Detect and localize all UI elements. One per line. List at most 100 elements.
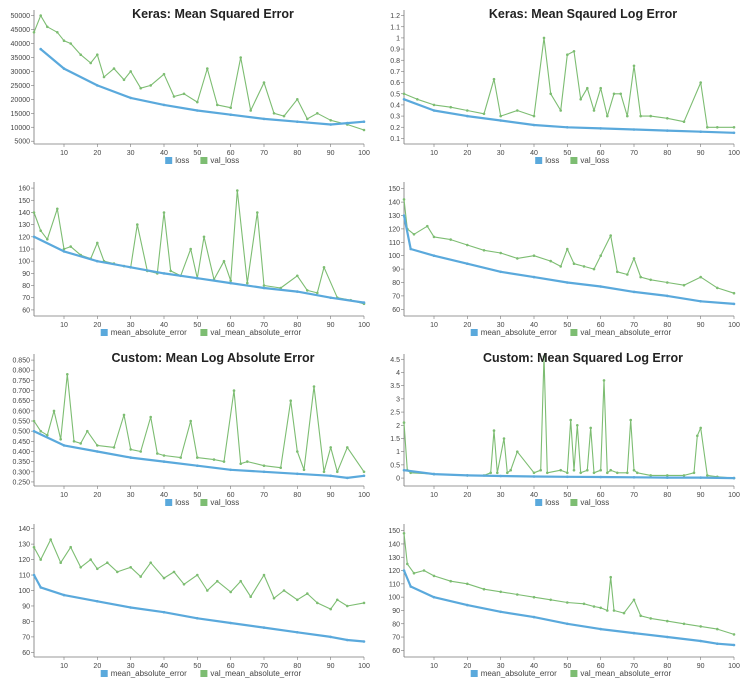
y-tick-label: 10000 — [11, 125, 31, 132]
data-point — [149, 561, 152, 564]
data-point — [329, 635, 333, 639]
y-tick-label: 0.800 — [12, 368, 30, 375]
data-point — [549, 598, 552, 602]
chart-panel-4: 60 70 80 90 100 110 120 130 140 150 10 20 30 40 50 60 70… — [388, 182, 740, 337]
y-tick-label: 0.750 — [12, 378, 30, 385]
data-point — [296, 274, 299, 278]
data-point — [212, 458, 216, 461]
y-tick-label: 1 — [396, 449, 400, 456]
legend-swatch[interactable] — [570, 157, 578, 164]
chart-panel-5: 0.250 0.300 0.350 0.400 0.450 0.500 0.550 0.600… — [12, 351, 370, 507]
legend-label[interactable]: mean_absolute_error — [111, 669, 187, 678]
legend-label[interactable]: loss — [545, 156, 559, 165]
data-point — [62, 444, 66, 447]
legend-swatch[interactable] — [200, 329, 208, 336]
data-point — [432, 472, 436, 476]
x-tick-label: 40 — [160, 150, 168, 157]
data-point — [149, 84, 152, 87]
legend-label[interactable]: val_loss — [580, 156, 609, 165]
legend-label[interactable]: loss — [545, 498, 559, 507]
legend-swatch[interactable] — [470, 329, 478, 336]
legend-swatch[interactable] — [100, 670, 108, 677]
data-point — [362, 301, 366, 304]
legend-swatch[interactable] — [535, 157, 543, 164]
y-tick-label: 80 — [392, 280, 400, 287]
data-point — [222, 460, 226, 463]
y-tick-label: 80 — [392, 621, 400, 628]
data-point — [599, 475, 602, 479]
legend-label[interactable]: loss — [175, 156, 189, 165]
data-point — [699, 476, 702, 479]
chart-panel-7: 60 70 80 90 100 110 120 130 140 10 20 30 40 50 60 70 80 9… — [18, 524, 370, 678]
data-point — [196, 617, 199, 620]
data-point — [32, 31, 36, 34]
y-tick-label: 0.3 — [390, 114, 400, 121]
legend-label[interactable]: val_mean_absolute_error — [210, 669, 301, 678]
x-tick-label: 10 — [60, 150, 68, 157]
legend-label[interactable]: val_loss — [210, 156, 239, 165]
data-point — [62, 247, 66, 251]
data-point — [499, 119, 502, 122]
y-tick-label: 90 — [392, 267, 400, 274]
chart-title: Keras: Mean Squared Error — [132, 7, 294, 21]
legend-label[interactable]: val_loss — [580, 498, 609, 507]
data-point — [666, 635, 669, 639]
x-tick-label: 10 — [430, 322, 438, 329]
legend-label[interactable]: loss — [175, 498, 189, 507]
x-tick-label: 100 — [358, 492, 370, 499]
y-tick-label: 20000 — [11, 97, 31, 104]
data-point — [46, 238, 49, 241]
legend-label[interactable]: val_mean_absolute_error — [580, 328, 671, 337]
data-point — [196, 276, 199, 280]
data-point — [682, 120, 686, 123]
legend-swatch[interactable] — [470, 670, 478, 677]
data-point — [96, 53, 99, 56]
data-point — [666, 476, 669, 479]
data-point — [566, 281, 569, 284]
data-point — [516, 257, 519, 260]
legend-swatch[interactable] — [100, 329, 108, 336]
data-point — [466, 603, 469, 607]
legend-swatch[interactable] — [570, 499, 578, 506]
data-point — [246, 281, 249, 285]
legend-label[interactable]: val_mean_absolute_error — [580, 669, 671, 678]
data-point — [162, 103, 166, 107]
data-point — [432, 103, 436, 107]
y-tick-label: 0.850 — [12, 358, 30, 365]
data-point — [122, 413, 126, 417]
legend-swatch[interactable] — [535, 499, 543, 506]
legend-swatch[interactable] — [165, 157, 173, 164]
data-point — [246, 460, 249, 463]
x-tick-label: 60 — [597, 492, 605, 499]
legend-label[interactable]: val_mean_absolute_error — [210, 328, 301, 337]
legend-swatch[interactable] — [165, 499, 173, 506]
legend-label[interactable]: val_loss — [210, 498, 239, 507]
legend-swatch[interactable] — [200, 499, 208, 506]
data-point — [189, 247, 192, 251]
legend-label[interactable]: mean_absolute_error — [111, 328, 187, 337]
x-tick-label: 80 — [663, 322, 671, 329]
data-point — [172, 95, 176, 98]
data-point — [499, 474, 502, 478]
data-point — [66, 373, 69, 376]
legend-swatch[interactable] — [570, 670, 578, 677]
data-point — [169, 269, 172, 273]
data-point — [282, 589, 286, 592]
legend-swatch[interactable] — [570, 329, 578, 336]
y-tick-label: 4 — [396, 370, 400, 377]
data-point — [449, 579, 452, 583]
legend-label[interactable]: mean_absolute_error — [481, 669, 557, 678]
data-point — [122, 78, 126, 82]
data-point — [96, 84, 99, 87]
legend-label[interactable]: mean_absolute_error — [481, 328, 557, 337]
data-point — [329, 446, 333, 449]
data-point — [282, 114, 286, 118]
data-point — [402, 532, 406, 535]
legend-swatch[interactable] — [200, 670, 208, 677]
data-point — [156, 452, 159, 455]
y-tick-label: 4.5 — [390, 357, 400, 364]
data-point — [206, 67, 209, 70]
x-tick-label: 90 — [697, 663, 705, 670]
legend-swatch[interactable] — [200, 157, 208, 164]
data-point — [229, 113, 232, 116]
